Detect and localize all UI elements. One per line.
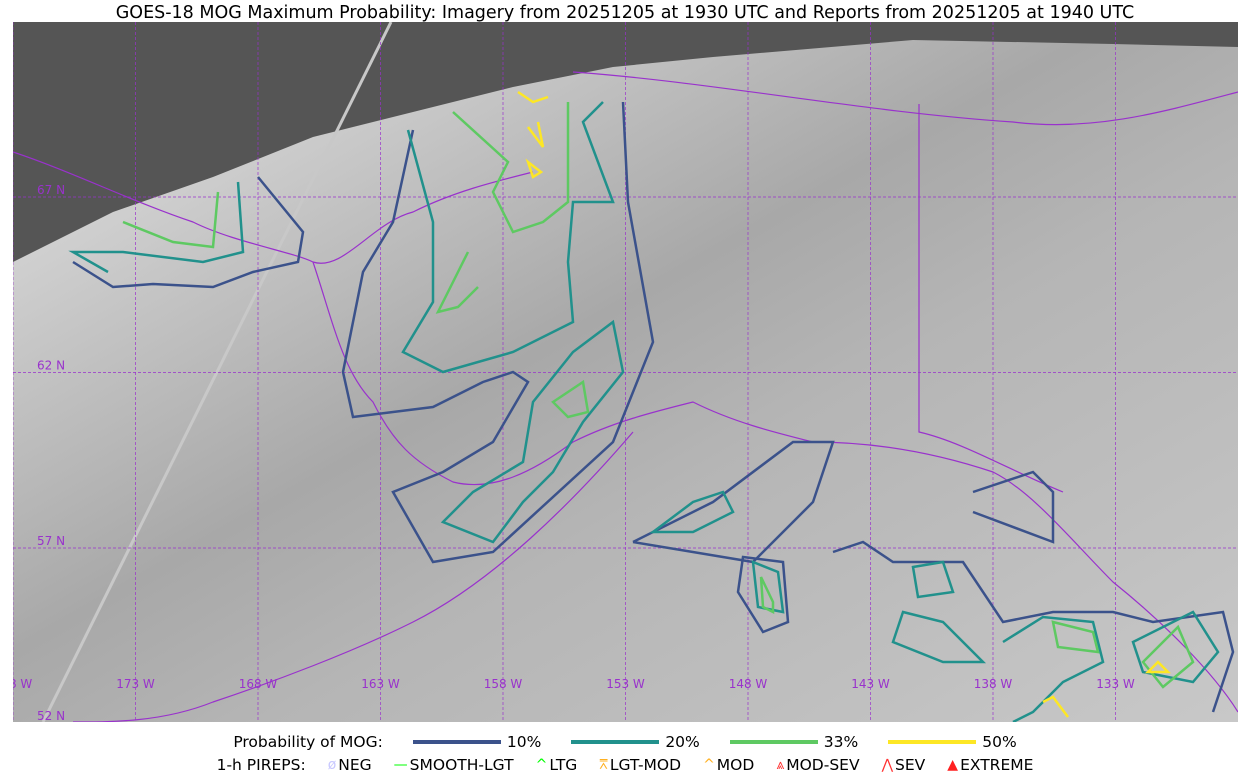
satellite-map: 178 W 173 W 168 W 163 W 158 W 153 W 148 W 143 W… bbox=[13, 22, 1238, 722]
chart-title: GOES-18 MOG Maximum Probability: Imagery… bbox=[115, 3, 1135, 23]
lat-label: 67 N bbox=[37, 183, 65, 197]
caret-bar-icon: ⩞ bbox=[599, 757, 608, 773]
contour-33pct bbox=[122, 102, 1195, 689]
lon-label: 158 W bbox=[484, 677, 523, 691]
double-caret-bar-icon: ⩓ bbox=[776, 757, 785, 773]
caret-icon: ^ bbox=[535, 757, 548, 773]
contour-10pct bbox=[72, 101, 1235, 713]
swath-edge bbox=[41, 22, 393, 722]
line-icon: — bbox=[393, 757, 408, 773]
probability-legend: Probability of MOG: 10% 20% 33% 50% bbox=[0, 733, 1250, 751]
contour-20pct bbox=[68, 101, 1220, 722]
swatch-20pct bbox=[571, 740, 660, 744]
legend-10pct: 10% bbox=[506, 733, 542, 751]
lon-label: 148 W bbox=[729, 677, 768, 691]
probability-legend-label: Probability of MOG: bbox=[233, 733, 383, 751]
swatch-33pct bbox=[729, 740, 818, 744]
pirep-legend-label: 1-h PIREPS: bbox=[216, 756, 306, 774]
pirep-sev: SEV bbox=[895, 756, 926, 774]
lon-label: 178 W bbox=[13, 677, 32, 691]
lat-label: 52 N bbox=[37, 709, 65, 722]
caret-icon: ^ bbox=[703, 757, 715, 773]
coastlines bbox=[13, 71, 1238, 722]
pirep-mod: MOD bbox=[716, 756, 755, 774]
neg-circle-slash-icon: ø bbox=[327, 757, 337, 773]
filled-triangle-icon: ▲ bbox=[947, 757, 959, 773]
legend-33pct: 33% bbox=[823, 733, 859, 751]
pirep-neg: NEG bbox=[338, 756, 372, 774]
graticule bbox=[13, 22, 1238, 722]
lat-label: 62 N bbox=[37, 359, 65, 373]
pirep-smooth-lgt: SMOOTH-LGT bbox=[409, 756, 514, 774]
pirep-mod-sev: MOD-SEV bbox=[786, 756, 860, 774]
lon-label: 173 W bbox=[116, 677, 155, 691]
lon-label: 153 W bbox=[606, 677, 645, 691]
double-caret-icon: ⋀ bbox=[881, 757, 894, 773]
pirep-legend: 1-h PIREPS: ø NEG — SMOOTH-LGT ^ LTG ⩞ LGT-M… bbox=[0, 756, 1250, 774]
lon-label: 133 W bbox=[1096, 677, 1135, 691]
swatch-10pct bbox=[412, 740, 501, 744]
pirep-lgt-mod: LGT-MOD bbox=[609, 756, 682, 774]
pirep-extreme: EXTREME bbox=[960, 756, 1034, 774]
lat-label: 57 N bbox=[37, 534, 65, 548]
lon-label: 143 W bbox=[851, 677, 890, 691]
lon-label: 163 W bbox=[361, 677, 400, 691]
lon-label: 138 W bbox=[974, 677, 1013, 691]
contour-50pct bbox=[517, 90, 1172, 718]
lon-label: 168 W bbox=[239, 677, 278, 691]
no-data-region bbox=[13, 22, 1238, 262]
legend-20pct: 20% bbox=[665, 733, 700, 751]
swatch-50pct bbox=[888, 740, 977, 744]
mog-contours bbox=[68, 90, 1235, 722]
legend-50pct: 50% bbox=[982, 733, 1017, 751]
pirep-ltg: LTG bbox=[549, 756, 578, 774]
